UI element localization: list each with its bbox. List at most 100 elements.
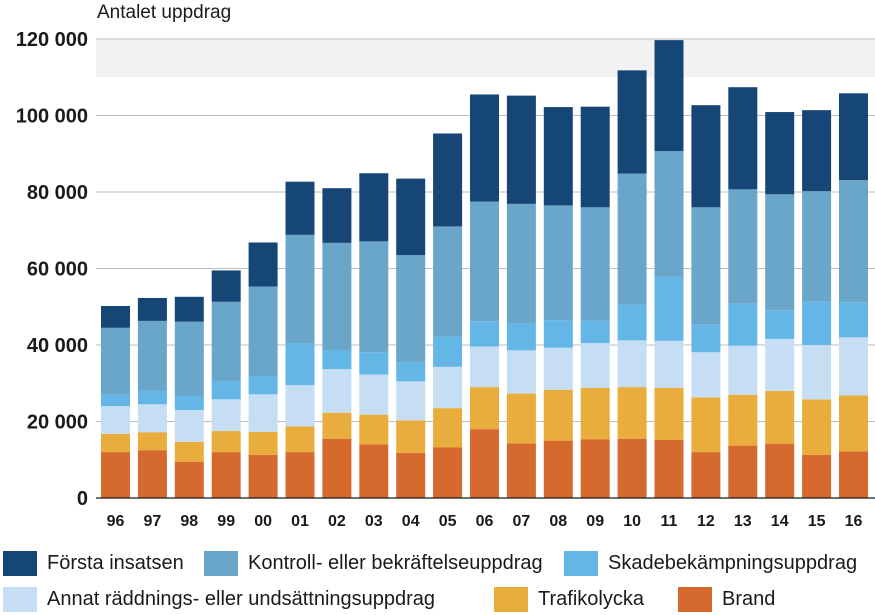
bar-segment	[728, 394, 758, 446]
bar-segment	[654, 340, 684, 388]
bar-segment	[470, 321, 499, 347]
x-tick-label: 97	[144, 513, 162, 530]
bar-segment	[765, 194, 795, 311]
bar-segment	[470, 429, 499, 498]
x-tick-label: 11	[661, 513, 678, 530]
bar-segment	[728, 87, 758, 190]
bar-segment	[654, 276, 684, 341]
bar-segment	[285, 385, 315, 427]
y-tick-label: 20 000	[27, 412, 88, 434]
bar-segment	[543, 205, 573, 321]
bar-segment	[691, 452, 721, 498]
x-tick-label: 98	[180, 513, 198, 530]
bar-segment	[654, 387, 684, 440]
x-tick-label: 09	[586, 513, 604, 530]
legend: Första insatsen Kontroll- eller bekräftel…	[0, 545, 875, 615]
bar-segment	[174, 410, 204, 442]
x-tick-label: 07	[513, 513, 531, 530]
bar-segment	[839, 451, 868, 498]
bar-segment	[617, 438, 647, 498]
bar-segment	[802, 345, 832, 400]
bar-segment	[396, 255, 426, 363]
bar-segment	[285, 343, 315, 386]
bar-segment	[765, 310, 795, 339]
bar-segment	[543, 389, 573, 441]
bar-segment	[470, 346, 499, 388]
x-tick-label: 16	[845, 513, 863, 530]
bar-segment	[211, 431, 241, 453]
legend-item: Annat räddnings- eller undsättningsuppdr…	[3, 587, 435, 612]
bar-segment	[101, 452, 130, 498]
bar-segment	[174, 296, 204, 322]
x-tick-label: 14	[771, 513, 789, 530]
bar-segment	[101, 406, 130, 434]
bar-segment	[506, 443, 536, 498]
bar-segment	[802, 191, 832, 302]
y-tick-label: 120 000	[16, 29, 88, 51]
bars	[101, 40, 868, 498]
bar-segment	[580, 207, 610, 321]
bar-segment	[839, 180, 868, 303]
x-tick-label: 12	[697, 513, 715, 530]
bar-segment	[359, 374, 389, 415]
bar-segment	[322, 349, 352, 370]
x-tick-label: 01	[291, 513, 309, 530]
y-axis-title: Antalet uppdrag	[97, 2, 232, 23]
x-tick-label: 99	[217, 513, 235, 530]
x-tick-label: 15	[808, 513, 826, 530]
y-axis-ticks: 0 20 000 40 000 60 000 80 000 100 000 120 000	[16, 29, 88, 510]
bar-segment	[396, 381, 426, 421]
legend-swatch	[678, 587, 712, 612]
x-tick-label: 06	[476, 513, 494, 530]
bar-segment	[470, 94, 499, 202]
bar-segment	[248, 242, 278, 287]
bar-segment	[248, 375, 278, 395]
bar-segment	[691, 352, 721, 398]
legend-swatch	[564, 551, 598, 576]
bar-segment	[580, 439, 610, 498]
bar-segment	[506, 323, 536, 351]
bar-segment	[396, 178, 426, 256]
legend-label: Kontroll- eller bekräftelseuppdrag	[248, 552, 543, 574]
bar-segment	[137, 297, 167, 321]
bar-segment	[543, 320, 573, 348]
bar-segment	[802, 399, 832, 455]
legend-label: Skadebekämpningsuppdrag	[608, 552, 858, 574]
bar-segment	[433, 336, 463, 367]
bar-segment	[765, 112, 795, 195]
bar-segment	[765, 443, 795, 498]
bar-segment	[543, 347, 573, 390]
x-axis-ticks: 96 97 98 99 00 01 02 03 04 05 06 07 08 09 10 11 12 13 14 15…	[107, 513, 863, 530]
bar-segment	[580, 387, 610, 440]
bar-segment	[691, 207, 721, 325]
bar-segment	[101, 433, 130, 453]
legend-item: Kontroll- eller bekräftelseuppdrag	[204, 551, 543, 576]
legend-swatch	[3, 551, 37, 576]
bar-segment	[580, 343, 610, 388]
bar-segment	[617, 387, 647, 439]
bar-segment	[728, 445, 758, 498]
bar-segment	[470, 387, 499, 430]
bar-segment	[211, 452, 241, 498]
legend-swatch	[494, 587, 528, 612]
legend-label: Brand	[722, 588, 776, 610]
bar-segment	[174, 461, 204, 498]
bar-segment	[580, 106, 610, 208]
x-tick-label: 03	[365, 513, 383, 530]
bar-segment	[617, 304, 647, 341]
bar-segment	[174, 441, 204, 462]
bar-segment	[728, 345, 758, 395]
legend-item: Skadebekämpningsuppdrag	[564, 551, 857, 576]
bar-segment	[248, 431, 278, 455]
bar-segment	[211, 270, 241, 302]
bar-segment	[285, 452, 315, 498]
bar-segment	[322, 438, 352, 498]
bar-segment	[543, 440, 573, 498]
x-tick-label: 08	[549, 513, 567, 530]
bar-segment	[839, 302, 868, 338]
x-tick-label: 04	[402, 513, 420, 530]
bar-segment	[359, 352, 389, 375]
bar-segment	[322, 369, 352, 413]
bar-segment	[802, 301, 832, 345]
